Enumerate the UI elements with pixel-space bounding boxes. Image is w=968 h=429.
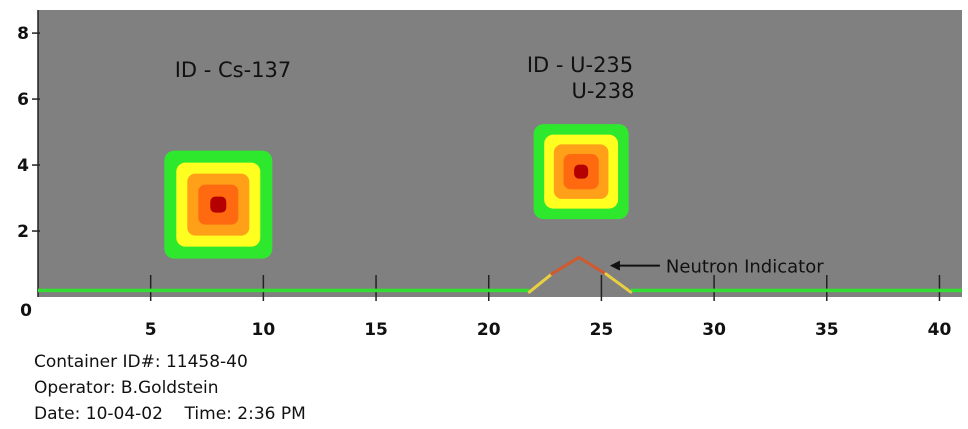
hotspot-label-cs137: ID - Cs-137 — [175, 58, 292, 82]
operator: Operator: B.Goldstein — [34, 378, 219, 398]
container-id: Container ID#: 11458-40 — [34, 352, 248, 372]
x-tick-label: 15 — [364, 320, 388, 340]
peak-segment — [550, 255, 581, 276]
neutron-peak: Neutron Indicator — [527, 255, 824, 294]
hotspot-2 — [533, 124, 629, 220]
x-tick-label: 35 — [815, 320, 839, 340]
origin-label: 0 — [20, 301, 32, 321]
y-axis: 2 4 6 8 0 — [17, 10, 40, 321]
x-tick-label: 5 — [145, 320, 157, 340]
x-tick-label: 10 — [252, 320, 276, 340]
date-time: Date: 10-04-02 Time: 2:36 PM — [34, 404, 306, 424]
contour-ring — [574, 164, 589, 179]
peak-segment — [527, 272, 554, 294]
peak-segment — [604, 272, 633, 294]
x-tick-label: 30 — [702, 320, 726, 340]
x-tick-label: 40 — [928, 320, 952, 340]
y-tick-label: 2 — [17, 222, 29, 242]
contour-ring — [210, 196, 227, 213]
neutron-indicator-label: Neutron Indicator — [666, 257, 824, 278]
hotspot-label-u238: U-238 — [571, 79, 634, 103]
peak-segment — [577, 255, 608, 276]
x-tick-label: 20 — [477, 320, 501, 340]
hotspot-1 — [164, 150, 273, 259]
neutron-arrow-head — [609, 260, 620, 271]
y-tick-label: 4 — [17, 156, 29, 176]
hotspots — [164, 124, 629, 259]
hotspot-label-u235: ID - U-235 — [527, 53, 633, 77]
y-tick-label: 8 — [17, 24, 29, 44]
x-tick-label: 25 — [590, 320, 614, 340]
x-axis: 5 10 15 20 25 30 35 40 — [145, 275, 952, 340]
y-tick-label: 6 — [17, 90, 29, 110]
